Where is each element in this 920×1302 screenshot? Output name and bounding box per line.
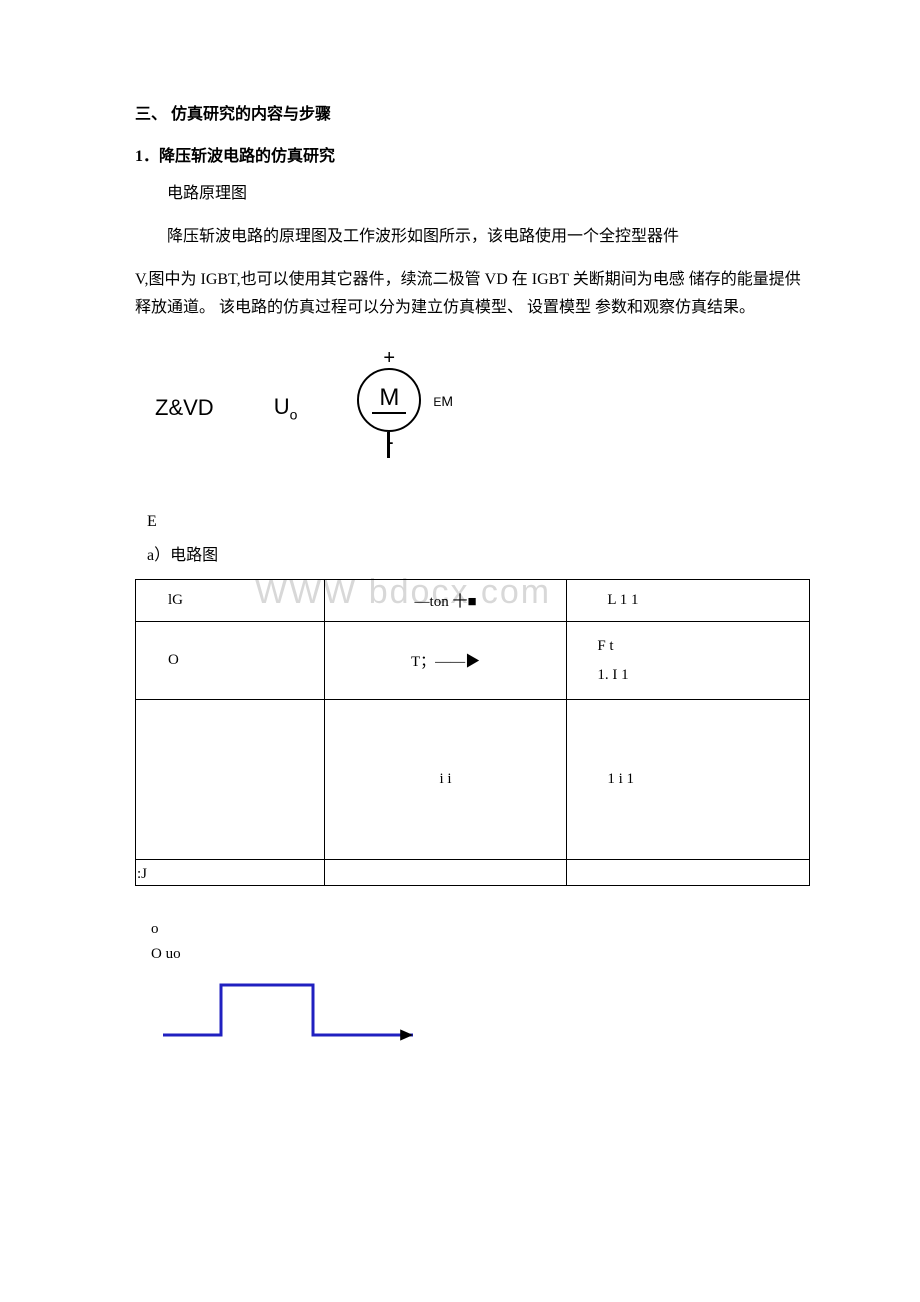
e-label: E <box>147 513 810 531</box>
motor-plus-icon: + <box>383 347 395 370</box>
motor-stem-icon <box>387 432 390 458</box>
motor-circle-icon: M <box>357 368 421 432</box>
table-wrapper: WWW bdocx com lG —ton 十■ L 1 1 O T；——▶ F… <box>135 579 810 903</box>
em-m: M <box>441 393 453 409</box>
paragraph-2: 降压斩波电路的原理图及工作波形如图所示，该电路使用一个全控型器件 <box>135 223 810 252</box>
cell-r1c2: —ton 十■ <box>324 580 567 622</box>
cell-r1c1: lG <box>136 580 325 622</box>
cell-r1c3: L 1 1 <box>567 580 810 622</box>
motor-inner-line-icon <box>372 412 406 415</box>
cell-r2c3: F t 1. I 1 <box>567 622 810 700</box>
pulse-waveform-icon <box>163 973 423 1053</box>
circuit-row: Z&VD Uo + M - EM <box>155 353 810 463</box>
cell-r4c3 <box>567 860 810 886</box>
motor-symbol: + M - EM <box>357 353 467 463</box>
cell-r3c1 <box>136 700 325 860</box>
cell-r4c2 <box>324 860 567 886</box>
motor-letter: M <box>379 386 399 410</box>
cell-r2c1: O <box>136 622 325 700</box>
uo-main: U <box>274 394 290 419</box>
zvd-label: Z&VD <box>155 395 214 421</box>
uo-label: Uo <box>274 394 298 422</box>
table-row: O T；——▶ F t 1. I 1 <box>136 622 810 700</box>
cell-r4c1 <box>136 860 325 886</box>
cell-r3c3: 1 i 1 <box>567 700 810 860</box>
cell-r2c3-line2: 1. I 1 <box>597 661 795 690</box>
section-heading: 三、 仿真研究的内容与步骤 <box>135 100 810 124</box>
cell-r3c2: i i <box>324 700 567 860</box>
caption-a: a）电路图 <box>147 541 810 565</box>
paragraph-1: 电路原理图 <box>135 180 810 209</box>
table-row: i i 1 i 1 <box>136 700 810 860</box>
cell-r2c2: T；——▶ <box>324 622 567 700</box>
paragraph-3: V,图中为 IGBT,也可以使用其它器件，续流二极管 VD 在 IGBT 关断期… <box>135 266 810 324</box>
table-row <box>136 860 810 886</box>
label-ouo: O uo <box>151 946 810 963</box>
cell-r2c3-line1: F t <box>597 632 795 661</box>
table-row: lG —ton 十■ L 1 1 <box>136 580 810 622</box>
uo-sub: o <box>290 406 298 422</box>
label-small-o: o <box>151 921 810 938</box>
waveform-table: lG —ton 十■ L 1 1 O T；——▶ F t 1. I 1 i i … <box>135 579 810 886</box>
em-label: EM <box>433 393 453 409</box>
subsection-heading: 1．降压斩波电路的仿真研究 <box>135 142 810 166</box>
